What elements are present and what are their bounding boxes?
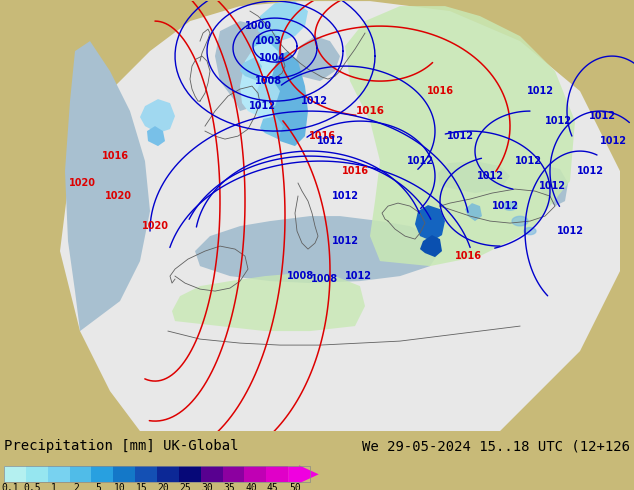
Polygon shape bbox=[65, 41, 150, 331]
Polygon shape bbox=[524, 227, 536, 235]
Bar bbox=[4, 466, 310, 482]
Text: We 29-05-2024 15..18 UTC (12+126: We 29-05-2024 15..18 UTC (12+126 bbox=[362, 439, 630, 453]
Text: 1012: 1012 bbox=[588, 111, 616, 121]
Text: 1016: 1016 bbox=[101, 151, 129, 161]
Text: 40: 40 bbox=[245, 483, 257, 490]
Bar bbox=[113, 466, 135, 482]
Text: 45: 45 bbox=[267, 483, 279, 490]
Text: 0.5: 0.5 bbox=[23, 483, 41, 490]
Polygon shape bbox=[512, 216, 528, 226]
Text: 1020: 1020 bbox=[68, 178, 96, 188]
Polygon shape bbox=[272, 51, 308, 146]
Polygon shape bbox=[295, 36, 340, 81]
Polygon shape bbox=[438, 161, 510, 193]
Text: 1012: 1012 bbox=[545, 116, 571, 126]
Text: 1012: 1012 bbox=[332, 191, 358, 201]
Text: 1012: 1012 bbox=[301, 96, 328, 106]
Polygon shape bbox=[420, 235, 442, 257]
Polygon shape bbox=[140, 99, 175, 133]
Text: 1012: 1012 bbox=[557, 226, 583, 236]
Polygon shape bbox=[465, 203, 482, 221]
Text: Precipitation [mm] UK-Global: Precipitation [mm] UK-Global bbox=[4, 439, 238, 453]
Text: 1012: 1012 bbox=[538, 181, 566, 191]
Text: 1000: 1000 bbox=[245, 21, 271, 31]
Text: 20: 20 bbox=[158, 483, 169, 490]
Text: 1012: 1012 bbox=[406, 156, 434, 166]
Text: 5: 5 bbox=[95, 483, 101, 490]
Bar bbox=[157, 466, 179, 482]
Bar bbox=[26, 466, 48, 482]
Text: 1012: 1012 bbox=[576, 166, 604, 176]
Text: 1004: 1004 bbox=[259, 53, 285, 63]
Text: 1016: 1016 bbox=[455, 251, 481, 261]
Polygon shape bbox=[240, 41, 285, 121]
Text: 1012: 1012 bbox=[477, 171, 503, 181]
Bar bbox=[201, 466, 223, 482]
Text: 1003: 1003 bbox=[254, 36, 281, 46]
Text: 25: 25 bbox=[179, 483, 191, 490]
Text: 35: 35 bbox=[223, 483, 235, 490]
Polygon shape bbox=[252, 33, 282, 61]
Text: 1012: 1012 bbox=[316, 136, 344, 146]
Polygon shape bbox=[540, 166, 568, 206]
Text: 10: 10 bbox=[114, 483, 126, 490]
Polygon shape bbox=[215, 21, 285, 111]
Text: 0.1: 0.1 bbox=[2, 483, 20, 490]
Polygon shape bbox=[260, 116, 283, 139]
Text: 1020: 1020 bbox=[105, 191, 131, 201]
Bar bbox=[266, 466, 288, 482]
Text: 1012: 1012 bbox=[491, 201, 519, 211]
Text: 1: 1 bbox=[51, 483, 57, 490]
Polygon shape bbox=[195, 216, 440, 283]
Text: 1016: 1016 bbox=[356, 106, 384, 116]
Polygon shape bbox=[147, 126, 165, 146]
Polygon shape bbox=[415, 205, 445, 241]
Text: 1012: 1012 bbox=[344, 271, 372, 281]
Text: 1020: 1020 bbox=[141, 221, 169, 231]
FancyArrow shape bbox=[288, 466, 319, 483]
Text: 1016: 1016 bbox=[342, 166, 368, 176]
Text: 15: 15 bbox=[136, 483, 148, 490]
Bar bbox=[91, 466, 113, 482]
Text: 1012: 1012 bbox=[526, 86, 553, 96]
Text: 1012: 1012 bbox=[249, 101, 276, 111]
Bar bbox=[70, 466, 91, 482]
Polygon shape bbox=[256, 79, 280, 106]
Text: 1008: 1008 bbox=[311, 274, 339, 284]
Text: 2: 2 bbox=[73, 483, 79, 490]
Text: 1016: 1016 bbox=[427, 86, 453, 96]
Text: 1012: 1012 bbox=[332, 236, 358, 246]
Text: 30: 30 bbox=[202, 483, 213, 490]
Polygon shape bbox=[172, 273, 365, 331]
Text: 1012: 1012 bbox=[446, 131, 474, 141]
Text: 1008: 1008 bbox=[287, 271, 314, 281]
Polygon shape bbox=[345, 6, 575, 266]
Text: 1016: 1016 bbox=[309, 131, 335, 141]
Bar bbox=[223, 466, 245, 482]
Polygon shape bbox=[258, 1, 308, 41]
Polygon shape bbox=[60, 1, 620, 431]
Bar bbox=[245, 466, 266, 482]
Bar bbox=[48, 466, 70, 482]
Bar bbox=[135, 466, 157, 482]
Bar bbox=[4, 466, 26, 482]
Text: 50: 50 bbox=[289, 483, 301, 490]
Text: 1012: 1012 bbox=[515, 156, 541, 166]
Text: 1012: 1012 bbox=[600, 136, 626, 146]
Text: 1008: 1008 bbox=[254, 76, 281, 86]
Polygon shape bbox=[240, 57, 262, 81]
Bar bbox=[179, 466, 201, 482]
Polygon shape bbox=[503, 202, 517, 210]
